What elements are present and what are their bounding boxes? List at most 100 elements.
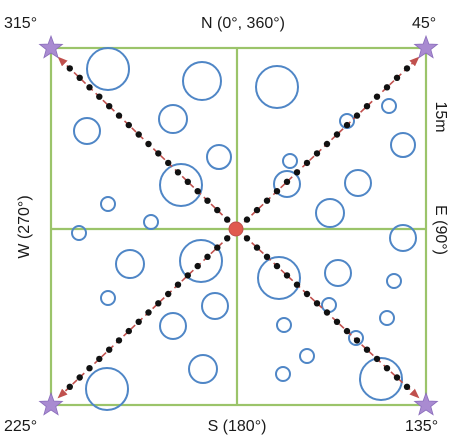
- tree-circle: [344, 169, 372, 197]
- tree-circle: [201, 292, 229, 320]
- sampling-dot: [393, 74, 401, 82]
- sampling-dot: [165, 290, 172, 298]
- sampling-dot: [293, 169, 301, 176]
- tree-circle: [159, 163, 203, 207]
- label-ne: 45°: [412, 15, 436, 32]
- sampling-dot: [373, 355, 381, 363]
- sampling-dot: [66, 65, 74, 72]
- tree-circle: [386, 273, 402, 289]
- tree-circle: [324, 259, 352, 287]
- sampling-dot: [283, 178, 291, 185]
- sampling-dot: [293, 281, 301, 288]
- sampling-dot: [174, 169, 182, 176]
- tree-circle: [282, 153, 298, 169]
- center-point-icon: [228, 221, 244, 237]
- sampling-dot: [243, 235, 251, 242]
- tree-circle: [389, 224, 417, 252]
- sampling-dot: [214, 244, 221, 251]
- tree-circle: [100, 290, 116, 306]
- tree-circle: [159, 312, 187, 340]
- sampling-dot: [303, 290, 311, 298]
- label-nw: 315°: [4, 15, 37, 32]
- sampling-dot: [204, 253, 211, 260]
- tree-circle: [100, 196, 116, 212]
- sampling-dot: [263, 253, 271, 260]
- label-north: N (0°, 360°): [201, 15, 285, 32]
- sampling-dot: [145, 140, 152, 148]
- tree-circle: [273, 170, 301, 198]
- tree-circle: [206, 144, 232, 170]
- sampling-dot: [363, 346, 371, 353]
- sampling-dot: [184, 178, 191, 185]
- sampling-dot: [253, 244, 261, 251]
- tree-circle: [299, 348, 315, 364]
- sampling-dot: [76, 74, 83, 82]
- label-sw: 225°: [4, 418, 37, 435]
- star-icon: [413, 34, 439, 59]
- tree-circle: [321, 297, 337, 313]
- sampling-dot: [224, 235, 231, 242]
- star-icon: [38, 34, 64, 59]
- sampling-dot: [313, 150, 321, 157]
- sampling-dot: [184, 272, 191, 279]
- sampling-dot: [106, 346, 113, 353]
- star-icon: [413, 391, 439, 416]
- sampling-dot: [145, 309, 152, 316]
- tree-circle: [179, 239, 223, 283]
- sampling-dot: [86, 84, 93, 91]
- sampling-dot: [273, 188, 281, 195]
- sampling-dot: [125, 121, 132, 129]
- tree-circle: [379, 310, 395, 326]
- plot-boundary: [49, 46, 428, 407]
- sampling-dot: [155, 150, 162, 157]
- sampling-dot: [66, 383, 74, 390]
- sampling-dot: [115, 112, 123, 119]
- sampling-dot: [135, 318, 142, 325]
- sampling-dot: [86, 365, 93, 372]
- sampling-dot: [403, 65, 411, 72]
- label-south: S (180°): [208, 418, 267, 435]
- sampling-dot: [253, 206, 261, 214]
- sampling-dot: [76, 374, 83, 381]
- sampling-dot: [96, 355, 103, 363]
- sampling-dot: [243, 216, 251, 223]
- sampling-dot: [283, 272, 291, 279]
- sampling-dots: [66, 65, 411, 390]
- tree-circle: [188, 354, 218, 384]
- sampling-dot: [273, 262, 281, 270]
- sampling-dot: [214, 206, 221, 214]
- sampling-dot: [383, 84, 391, 91]
- tree-circle: [158, 104, 188, 134]
- sampling-dot: [393, 374, 401, 381]
- tree-circle: [359, 357, 403, 401]
- sampling-dot: [403, 383, 411, 390]
- sampling-dot: [323, 140, 331, 148]
- sampling-dot: [174, 281, 182, 288]
- sampling-dot: [333, 318, 341, 325]
- sampling-dot: [343, 121, 351, 129]
- corner-stars: [38, 34, 439, 416]
- tree-circle: [257, 256, 301, 300]
- label-west: W (270°): [16, 195, 33, 258]
- sampling-dot: [353, 112, 361, 119]
- tree-circle: [182, 61, 222, 101]
- sampling-dot: [194, 262, 201, 270]
- sampling-dot: [363, 103, 371, 110]
- label-se: 135°: [405, 418, 438, 435]
- tree-circle: [71, 225, 87, 241]
- sampling-dot: [194, 188, 201, 195]
- star-icon: [38, 391, 64, 416]
- sampling-dot: [373, 93, 381, 100]
- sampling-dot: [115, 337, 123, 344]
- tree-circle: [73, 117, 101, 145]
- sampling-dot: [303, 159, 311, 167]
- sampling-dot: [353, 337, 361, 344]
- sampling-dot: [155, 300, 162, 307]
- tree-circle: [276, 317, 292, 333]
- sampling-dot: [135, 131, 142, 138]
- sampling-dot: [333, 131, 341, 138]
- tree-circle: [275, 366, 291, 382]
- sampling-dot: [323, 309, 331, 316]
- sampling-dot: [224, 216, 231, 223]
